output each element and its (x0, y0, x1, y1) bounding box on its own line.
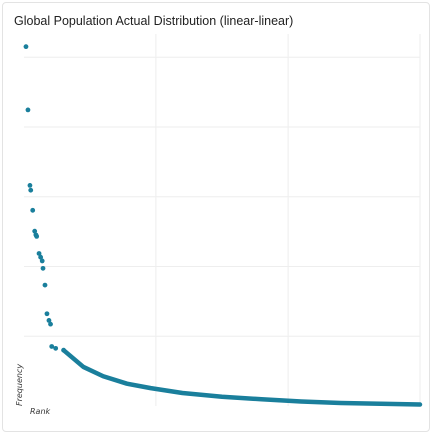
data-point (42, 282, 48, 288)
data-point (30, 207, 36, 213)
series-curve (61, 347, 423, 407)
data-point (34, 233, 40, 239)
x-axis-label: Rank (30, 407, 51, 416)
data-point (25, 107, 31, 113)
tail-curve (61, 347, 423, 407)
data-point (61, 347, 66, 353)
data-point (28, 187, 34, 193)
data-point (53, 345, 59, 351)
data-point (36, 251, 42, 256)
data-point (27, 183, 33, 188)
series-points (23, 44, 66, 353)
data-point (38, 254, 44, 260)
data-point (44, 311, 50, 317)
data-point (32, 228, 38, 234)
data-point (23, 44, 29, 50)
chart-title: Global Population Actual Distribution (l… (14, 14, 294, 28)
data-point (46, 318, 52, 323)
grid-lines (24, 34, 421, 406)
data-point (40, 265, 46, 271)
y-axis-label: Frequency (15, 364, 24, 406)
data-point (49, 344, 55, 349)
data-point (48, 321, 53, 327)
data-point (39, 258, 45, 264)
